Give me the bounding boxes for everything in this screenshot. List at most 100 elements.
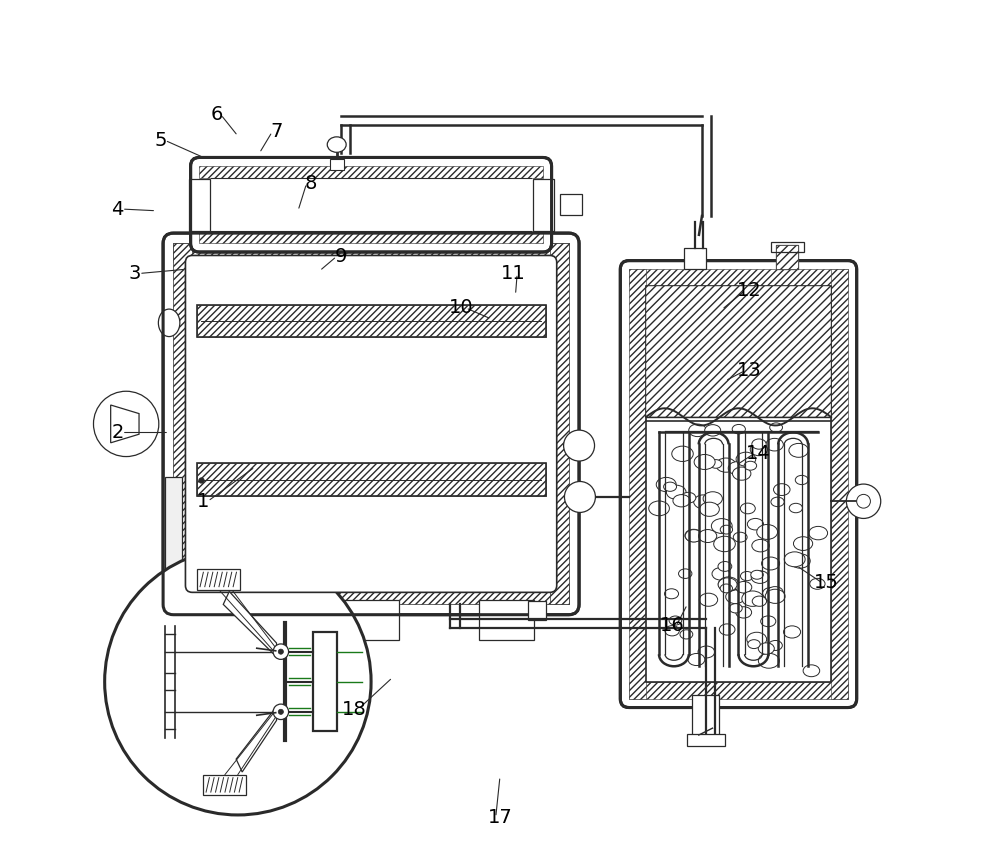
Ellipse shape: [733, 532, 747, 542]
Ellipse shape: [689, 424, 706, 437]
Circle shape: [857, 495, 870, 508]
Bar: [173, 586, 569, 605]
Bar: [197, 304, 546, 337]
Polygon shape: [236, 707, 277, 772]
Bar: [646, 286, 831, 682]
Ellipse shape: [688, 653, 705, 665]
Ellipse shape: [750, 444, 767, 456]
Ellipse shape: [758, 653, 779, 669]
Ellipse shape: [789, 503, 802, 513]
Ellipse shape: [762, 557, 780, 570]
Bar: [533, 179, 554, 231]
Text: 8: 8: [305, 174, 317, 193]
Bar: [479, 600, 534, 640]
Ellipse shape: [732, 467, 751, 480]
Text: 15: 15: [814, 573, 839, 593]
Ellipse shape: [740, 503, 755, 514]
Text: 2: 2: [111, 423, 124, 442]
Ellipse shape: [736, 606, 752, 618]
Polygon shape: [223, 592, 277, 657]
Ellipse shape: [700, 503, 719, 516]
Ellipse shape: [714, 536, 735, 552]
Bar: [831, 269, 848, 699]
Ellipse shape: [742, 591, 763, 606]
Ellipse shape: [761, 616, 776, 626]
Ellipse shape: [669, 616, 682, 625]
Ellipse shape: [712, 567, 730, 580]
Bar: [197, 464, 546, 497]
Bar: [165, 477, 182, 586]
Ellipse shape: [752, 596, 767, 606]
Ellipse shape: [809, 527, 828, 540]
Ellipse shape: [718, 578, 737, 592]
Ellipse shape: [732, 425, 745, 434]
Circle shape: [846, 484, 881, 518]
Bar: [776, 245, 798, 269]
Circle shape: [93, 391, 159, 457]
Text: 16: 16: [660, 617, 684, 636]
Ellipse shape: [680, 630, 693, 639]
Text: 4: 4: [111, 200, 124, 219]
Bar: [629, 269, 848, 286]
Bar: [173, 243, 569, 262]
Ellipse shape: [649, 501, 669, 516]
Ellipse shape: [703, 491, 722, 505]
Ellipse shape: [752, 439, 766, 449]
Bar: [646, 286, 831, 417]
Bar: [646, 286, 831, 417]
Ellipse shape: [747, 632, 767, 646]
Bar: [550, 243, 569, 605]
Ellipse shape: [751, 570, 763, 580]
Ellipse shape: [711, 519, 732, 534]
Ellipse shape: [752, 540, 769, 552]
Ellipse shape: [685, 529, 702, 541]
Bar: [199, 232, 543, 243]
FancyBboxPatch shape: [185, 255, 557, 593]
Ellipse shape: [698, 646, 715, 658]
Ellipse shape: [716, 458, 736, 472]
Ellipse shape: [718, 577, 739, 592]
Ellipse shape: [664, 482, 677, 491]
Ellipse shape: [748, 640, 760, 649]
Ellipse shape: [758, 643, 774, 654]
Ellipse shape: [327, 137, 346, 152]
Bar: [687, 734, 725, 746]
Text: 11: 11: [501, 264, 525, 283]
FancyBboxPatch shape: [620, 260, 857, 708]
Ellipse shape: [685, 529, 703, 542]
Ellipse shape: [656, 477, 676, 491]
Circle shape: [273, 704, 289, 720]
Ellipse shape: [681, 492, 696, 503]
Text: 6: 6: [210, 105, 223, 124]
Ellipse shape: [790, 554, 810, 568]
Ellipse shape: [747, 518, 763, 530]
Bar: [313, 632, 337, 731]
Ellipse shape: [774, 484, 790, 496]
Bar: [173, 243, 192, 605]
Bar: [197, 304, 546, 337]
Text: 10: 10: [449, 298, 474, 317]
Text: 1: 1: [197, 492, 210, 510]
Bar: [776, 245, 798, 269]
Ellipse shape: [679, 569, 692, 579]
Ellipse shape: [810, 579, 825, 589]
Circle shape: [564, 482, 595, 512]
Ellipse shape: [795, 476, 808, 484]
Ellipse shape: [784, 552, 805, 567]
Ellipse shape: [793, 537, 813, 550]
Ellipse shape: [158, 309, 180, 336]
Ellipse shape: [699, 593, 718, 606]
Bar: [528, 601, 546, 620]
Text: 13: 13: [737, 361, 762, 380]
Bar: [197, 304, 546, 337]
Ellipse shape: [705, 425, 721, 436]
Text: 17: 17: [488, 808, 512, 827]
Text: 5: 5: [154, 131, 167, 150]
Ellipse shape: [694, 495, 713, 509]
Ellipse shape: [719, 624, 735, 635]
Ellipse shape: [666, 485, 686, 499]
Ellipse shape: [784, 626, 801, 638]
Ellipse shape: [728, 462, 747, 475]
Bar: [629, 682, 848, 699]
Ellipse shape: [665, 625, 679, 636]
